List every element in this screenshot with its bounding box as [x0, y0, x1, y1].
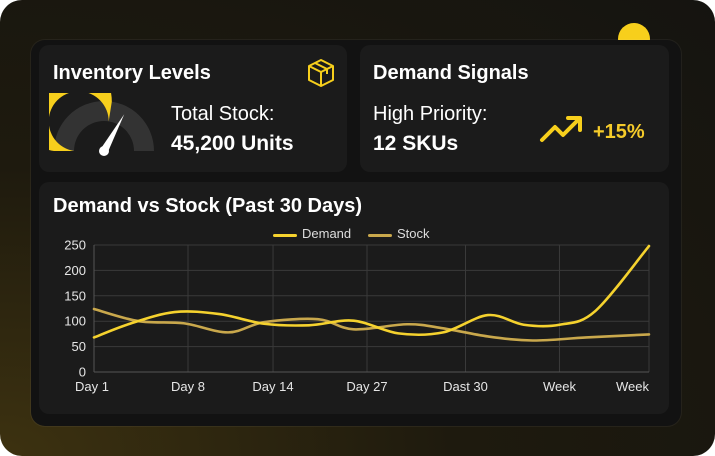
total-stock-label: Total Stock:: [171, 103, 275, 125]
high-priority-label: High Priority:: [373, 103, 488, 125]
legend-label-stock[interactable]: Stock: [397, 226, 430, 241]
x-tick-label: Day 8: [171, 379, 205, 394]
x-tick-label: Day 1: [75, 379, 109, 394]
box-icon: [308, 59, 334, 87]
chart-card[interactable]: Demand vs Stock (Past 30 Days) Demand St…: [39, 182, 669, 414]
y-tick-label: 0: [79, 365, 86, 380]
series-line-stock: [92, 307, 651, 342]
demand-card[interactable]: Demand Signals High Priority: 12 SKUs +1…: [360, 45, 669, 172]
trend-percent: +15%: [593, 121, 645, 143]
chart-title: Demand vs Stock (Past 30 Days): [53, 195, 363, 217]
y-tick-label: 150: [64, 288, 86, 303]
demand-title: Demand Signals: [373, 62, 529, 84]
x-tick-label: Day 27: [346, 379, 387, 394]
x-tick-label: Dast 30: [443, 379, 488, 394]
trend-up-icon: [540, 116, 582, 142]
legend-swatch-stock: [368, 234, 392, 237]
legend-label-demand[interactable]: Demand: [302, 226, 352, 241]
inventory-card[interactable]: Inventory Levels Total Stock: 45,200 Uni…: [39, 45, 347, 172]
y-tick-label: 200: [64, 263, 86, 278]
inventory-gauge: [49, 93, 154, 156]
y-tick-label: 250: [64, 238, 86, 253]
y-tick-label: 100: [64, 314, 86, 329]
high-priority-value: 12 SKUs: [373, 132, 459, 155]
legend-swatch-demand: [273, 234, 297, 237]
total-stock-value: 45,200 Units: [171, 132, 294, 155]
series-line-demand: [92, 244, 651, 339]
x-tick-label: Week: [543, 379, 576, 394]
demand-stock-line-chart: 0 50 100 150 200 250 Day 1 Day 8 Day 14 Day 27 Das…: [64, 238, 651, 394]
dashboard-panel: Inventory Levels Total Stock: 45,200 Uni…: [31, 40, 681, 426]
x-tick-label: Week: [616, 379, 649, 394]
y-tick-label: 50: [72, 339, 86, 354]
inventory-title: Inventory Levels: [53, 62, 211, 84]
x-tick-label: Day 14: [252, 379, 293, 394]
